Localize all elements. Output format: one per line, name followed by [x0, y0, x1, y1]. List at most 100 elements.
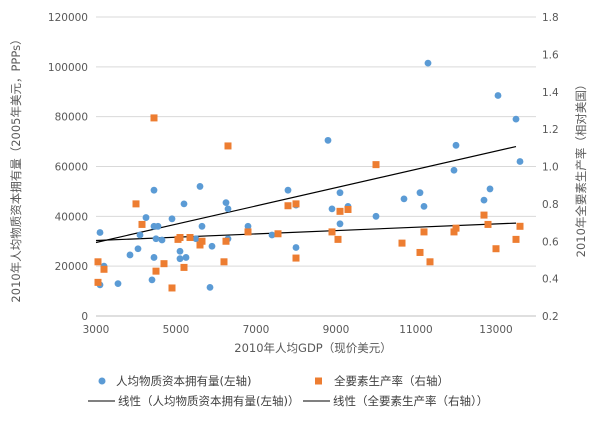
tfp-point	[196, 241, 204, 249]
tfp-point	[222, 237, 230, 245]
capital-point	[328, 205, 336, 213]
left-tick-label: 120000	[48, 12, 88, 24]
right-tick-label: 1.4	[542, 87, 559, 99]
trendline-tfp	[95, 222, 517, 242]
x-tick-label: 7000	[243, 324, 270, 336]
tfp-point	[328, 228, 336, 236]
capital-point	[96, 229, 104, 236]
capital-point	[196, 183, 204, 190]
x-tick-label: 9000	[323, 324, 350, 336]
capital-point	[114, 280, 122, 288]
tfp-point	[94, 258, 102, 266]
capital-point	[372, 212, 380, 220]
tfp-point	[160, 260, 168, 268]
capital-point	[244, 222, 252, 230]
capital-point	[512, 115, 520, 123]
tfp-point	[138, 220, 146, 228]
capital-point	[486, 185, 494, 193]
capital-point	[148, 276, 156, 284]
left-tick-label: 40000	[55, 211, 88, 223]
left-tick-label: 20000	[55, 261, 88, 273]
tfp-point	[284, 202, 292, 210]
capital-point	[416, 189, 424, 197]
tfp-point	[186, 234, 194, 242]
tfp-point	[94, 278, 102, 286]
tfp-point	[398, 239, 406, 247]
left-tick-label: 80000	[55, 112, 88, 124]
trendlines	[95, 145, 517, 244]
tfp-point	[176, 234, 184, 242]
capital-point	[452, 141, 460, 149]
tfp-point	[452, 224, 460, 232]
tfp-point	[450, 228, 458, 236]
capital-point	[142, 214, 150, 221]
tfp-point	[344, 205, 352, 213]
left-y-axis-title: 2010年人均物质资本拥有量（2005年美元，PPPs）	[9, 33, 23, 302]
left-tick-label: 0	[81, 311, 88, 323]
right-tick-label: 1.2	[542, 124, 559, 136]
capital-point	[176, 247, 184, 255]
right-tick-label: 0.2	[542, 311, 559, 323]
tfp-point	[484, 220, 492, 228]
right-tick-label: 1.6	[542, 49, 559, 61]
tfp-point	[274, 230, 282, 238]
tfp-point	[292, 254, 300, 262]
legend-label-tfp: 全要素生产率（右轴）	[334, 374, 449, 388]
tfp-point	[334, 235, 342, 243]
capital-point	[480, 196, 488, 204]
capital-point	[198, 222, 206, 230]
tfp-point	[220, 258, 228, 266]
capital-point	[206, 283, 214, 291]
capital-point	[400, 195, 408, 203]
right-y-tick-labels: 0.2 0.4 0.6 0.8 1.0 1.2 1.4 1.6 1.8	[542, 12, 559, 323]
tfp-point	[480, 211, 488, 219]
capital-point	[158, 236, 166, 244]
capital-point	[176, 255, 184, 263]
x-axis-title: 2010年人均GDP（现价美元）	[234, 341, 391, 355]
left-tick-label: 60000	[55, 162, 88, 174]
tfp-point	[492, 245, 500, 253]
x-tick-label: 5000	[163, 324, 190, 336]
capital-point	[516, 158, 524, 165]
capital-point	[284, 186, 292, 194]
right-y-axis-title: 2010年全要素生产率（相对美国）	[574, 79, 588, 258]
capital-point	[150, 254, 158, 261]
capital-point	[420, 202, 428, 210]
right-tick-label: 0.6	[542, 236, 559, 248]
trendline-capital	[95, 145, 517, 244]
capital-point	[192, 235, 200, 243]
capital-point	[136, 231, 144, 239]
capital-point	[150, 186, 158, 194]
gridlines	[96, 16, 536, 267]
tfp-point	[420, 228, 428, 236]
right-tick-label: 1.8	[542, 12, 559, 24]
capital-point	[424, 59, 432, 67]
legend-marker-tfp	[315, 377, 322, 385]
x-tick-label: 13000	[479, 324, 512, 336]
left-y-tick-labels: 0 20000 40000 60000 80000 100000 120000	[48, 12, 88, 323]
tfp-point	[150, 114, 158, 122]
tfp-point	[372, 161, 380, 169]
tfp-point	[244, 228, 252, 236]
capital-point	[126, 251, 134, 259]
tfp-point	[516, 222, 524, 230]
capital-point	[450, 166, 458, 174]
capital-point	[134, 245, 142, 253]
capital-point	[208, 242, 216, 250]
legend-marker-capital	[98, 377, 106, 385]
tfp-point	[292, 200, 300, 208]
tfp-point	[336, 207, 344, 215]
capital-point	[324, 136, 332, 144]
x-tick-labels: 3000 5000 7000 9000 11000 13000	[83, 324, 513, 336]
legend: 人均物质资本拥有量(左轴) 全要素生产率（右轴） 线性（人均物质资本拥有量(左轴…	[88, 374, 488, 408]
capital-point	[222, 199, 230, 207]
tfp-point	[224, 142, 232, 150]
capital-point	[336, 189, 344, 197]
capital-point	[180, 200, 188, 208]
capital-point	[168, 215, 176, 223]
tfp-point	[100, 265, 108, 273]
legend-label-capital: 人均物质资本拥有量(左轴)	[116, 374, 251, 388]
tfp-point	[512, 235, 520, 243]
capital-point	[292, 244, 300, 251]
